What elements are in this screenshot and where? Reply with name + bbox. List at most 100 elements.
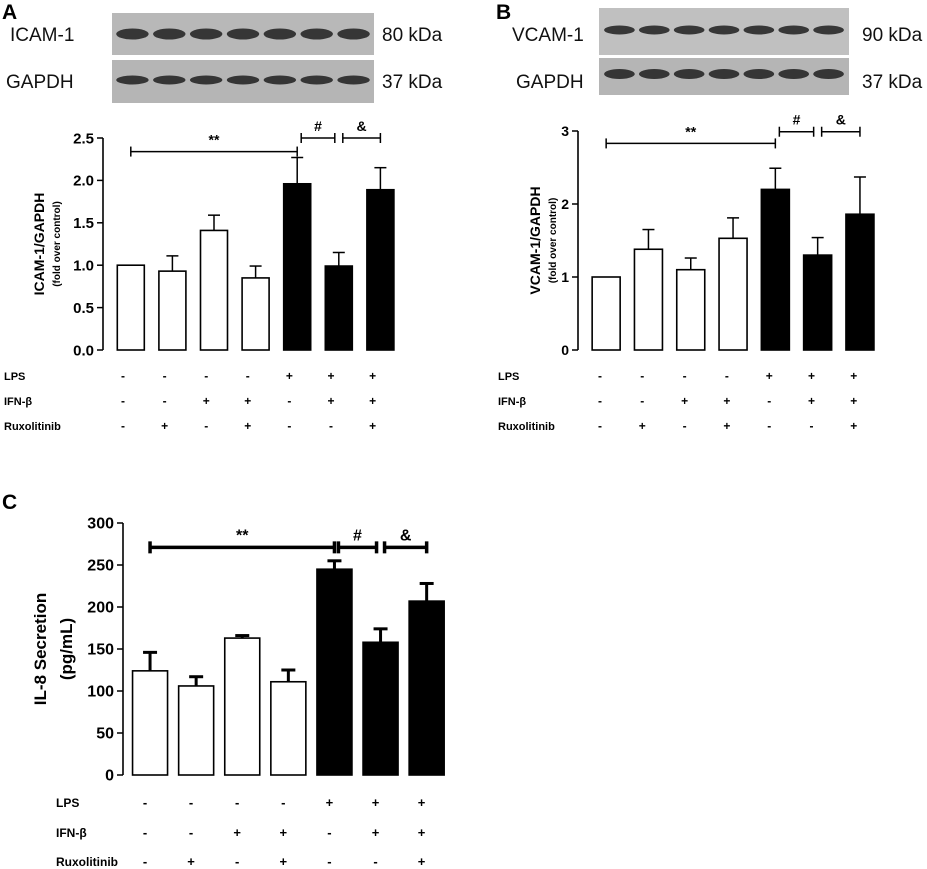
chart-a-y-tick-label-3: 1.5: [73, 215, 94, 232]
chart-a-bar-1: [116, 264, 146, 351]
chart-a-y-tick-label-0: 0.0: [73, 342, 94, 359]
chart-b-sign-r2-c7: +: [850, 394, 857, 408]
chart-b-y-label-sub: (fold over control): [548, 198, 559, 284]
chart-c-sign-r3-c4: +: [280, 854, 288, 869]
chart-b-row-label-2: IFN-β: [498, 396, 526, 408]
chart-b-sign-r1-c7: +: [850, 369, 857, 383]
panel-letter-c: C: [2, 491, 17, 514]
blot-a-gapdh-band-7: [337, 75, 370, 85]
chart-b-bar-4: [718, 237, 748, 351]
chart-b-bracket-1-label: **: [685, 123, 696, 139]
blot-b-target-band-6: [778, 25, 810, 35]
blot-b-target-label: VCAM-1: [512, 25, 584, 46]
chart-a-y-label: ICAM-1/GAPDH: [31, 193, 47, 296]
chart-b-sign-r3-c7: +: [850, 419, 857, 433]
chart-b-sign-r2-c2: -: [640, 394, 644, 408]
chart-c-y-tick-label-6: 300: [87, 516, 114, 533]
blot-a-target-label: ICAM-1: [10, 25, 74, 46]
chart-a-sign-r2-c6: +: [327, 394, 334, 408]
chart-a-bar-4: [241, 277, 270, 351]
blot-b-gapdh-size: 37 kDa: [862, 72, 923, 93]
chart-b-sign-r2-c3: +: [681, 394, 688, 408]
chart-c-y-tick-label-4: 200: [87, 600, 114, 617]
chart-b-bar-2: [633, 248, 664, 351]
chart-c-sign-r2-c4: +: [280, 825, 288, 840]
chart-c-sign-r1-c3: -: [235, 795, 239, 810]
chart-c-sign-r2-c1: -: [143, 825, 147, 840]
blot-b-gapdh-band-7: [813, 69, 844, 79]
chart-a-y-tick-label-1: 0.5: [73, 300, 94, 317]
chart-b-bar-1: [591, 276, 621, 351]
blot-a-target-size: 80 kDa: [382, 25, 443, 46]
panel-letter-b: B: [496, 1, 511, 24]
chart-b-sign-r1-c3: -: [683, 369, 687, 383]
chart-a-sign-r2-c7: +: [369, 394, 376, 408]
chart-a-sign-r3-c4: +: [244, 419, 251, 433]
blot-a-gapdh-band-1: [116, 75, 149, 85]
chart-b-bracket-3-label: &: [836, 112, 846, 128]
chart-b-sign-r1-c6: +: [808, 369, 815, 383]
chart-b-y-tick-label-2: 2: [561, 196, 569, 212]
chart-c-sign-r2-c7: +: [418, 825, 426, 840]
chart-c-bar-1: [131, 670, 169, 776]
chart-c-bar-5: [316, 568, 353, 776]
blot-b-gapdh-band-5: [743, 69, 775, 79]
blot-a-gapdh-band-4: [226, 75, 260, 85]
chart-c-y-label-sub: (pg/mL): [57, 618, 76, 680]
chart-c-sign-r1-c6: +: [372, 795, 380, 810]
blot-b-target-band-7: [813, 25, 844, 35]
chart-b-sign-r2-c6: +: [808, 394, 815, 408]
chart-a-sign-r3-c7: +: [369, 419, 376, 433]
chart-c-sign-r3-c5: -: [327, 854, 331, 869]
blot-a-gapdh-band-5: [263, 75, 297, 85]
chart-c-sign-r3-c1: -: [143, 854, 147, 869]
chart-b-sign-r1-c1: -: [598, 369, 602, 383]
blot-a-target-band-7: [337, 28, 370, 40]
chart-b-sign-r3-c6: -: [810, 419, 814, 433]
chart-c-sign-r3-c6: -: [373, 854, 377, 869]
chart-c-sign-r1-c4: -: [281, 795, 285, 810]
blot-b-gapdh-band-2: [638, 69, 670, 79]
blot-a-gapdh-size: 37 kDa: [382, 72, 443, 93]
chart-a-sign-r3-c3: -: [204, 419, 208, 433]
blot-a-target-band-6: [300, 28, 333, 40]
chart-b-y-tick-label-0: 0: [561, 342, 569, 358]
chart-c-bar-6: [362, 641, 399, 776]
chart-c-bracket-3-label: &: [400, 527, 412, 544]
chart-c-bar-7: [408, 600, 445, 776]
chart-a-row-label-3: Ruxolitinib: [4, 421, 61, 433]
blot-a-gapdh-label: GAPDH: [6, 72, 74, 93]
blot-a-target-band-4: [226, 28, 260, 40]
chart-c-row-label-3: Ruxolitinib: [56, 855, 118, 869]
chart-a-row-label-1: LPS: [4, 371, 25, 383]
chart-b-sign-r3-c1: -: [598, 419, 602, 433]
blot-a-target-band-5: [263, 28, 297, 40]
chart-b-row-label-1: LPS: [498, 371, 519, 383]
chart-c-bar-4: [270, 680, 307, 776]
chart-a-sign-r1-c2: -: [163, 369, 167, 383]
blot-a-gapdh-band-2: [153, 75, 186, 85]
chart-a-sign-r2-c3: +: [203, 394, 210, 408]
blot-b-target-size: 90 kDa: [862, 25, 923, 46]
chart-c-sign-r2-c6: +: [372, 825, 380, 840]
blot-b-target-band-4: [708, 25, 740, 35]
chart-c-row-label-2: IFN-β: [56, 826, 87, 840]
chart-c-sign-r1-c5: +: [326, 795, 334, 810]
chart-c-sign-r2-c2: -: [189, 825, 193, 840]
chart-a-y-tick-label-5: 2.5: [73, 130, 94, 147]
chart-a-bracket-2-label: #: [314, 118, 322, 134]
chart-b-sign-r1-c4: -: [725, 369, 729, 383]
chart-b-bar-7: [845, 213, 875, 351]
chart-c-sign-r2-c3: +: [233, 825, 241, 840]
chart-b-sign-r2-c1: -: [598, 394, 602, 408]
chart-a-sign-r1-c4: -: [246, 369, 250, 383]
chart-b-sign-r3-c2: +: [639, 419, 646, 433]
chart-a-sign-r1-c1: -: [121, 369, 125, 383]
blot-b-target-band-3: [673, 25, 705, 35]
blot-a-target-band-2: [153, 28, 186, 40]
chart-c-sign-r1-c7: +: [418, 795, 426, 810]
chart-b-sign-r2-c4: +: [723, 394, 730, 408]
blot-a-gapdh-band-6: [300, 75, 333, 85]
chart-a-row-label-2: IFN-β: [4, 396, 32, 408]
blot-a-target-band-3: [189, 28, 223, 40]
